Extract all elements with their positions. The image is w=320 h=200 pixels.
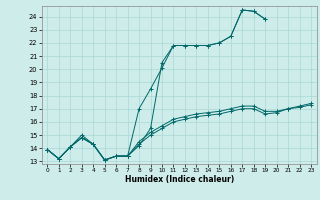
X-axis label: Humidex (Indice chaleur): Humidex (Indice chaleur) (124, 175, 234, 184)
